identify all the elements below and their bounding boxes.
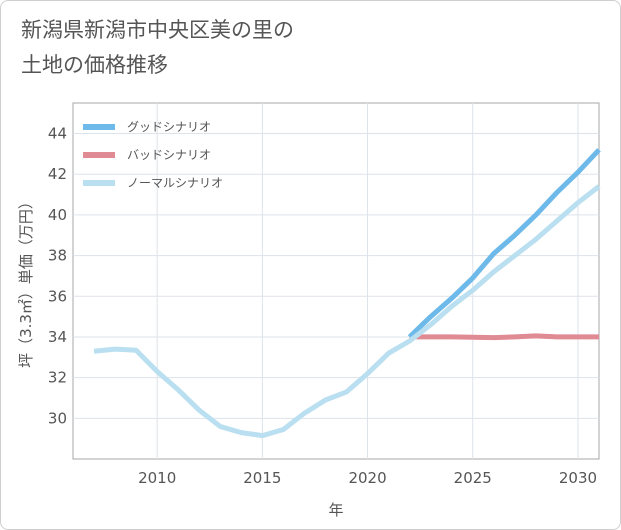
chart-title: 新潟県新潟市中央区美の里の 土地の価格推移 bbox=[21, 13, 294, 83]
y-tick-label-38: 38 bbox=[48, 247, 67, 265]
x-tick-label-2030: 2030 bbox=[559, 469, 597, 487]
y-tick-label-42: 42 bbox=[48, 165, 67, 183]
chart-title-line-2: 土地の価格推移 bbox=[21, 53, 168, 77]
plot-area bbox=[72, 102, 600, 460]
x-tick-label-2010: 2010 bbox=[138, 469, 176, 487]
y-tick-label-32: 32 bbox=[48, 369, 67, 387]
x-axis-title: 年 bbox=[328, 501, 343, 519]
y-tick-label-36: 36 bbox=[48, 287, 67, 305]
y-tick-label-44: 44 bbox=[48, 125, 67, 143]
chart-title-line-1: 新潟県新潟市中央区美の里の bbox=[21, 18, 294, 42]
series-layer bbox=[93, 148, 601, 439]
y-tick-label-40: 40 bbox=[48, 206, 67, 224]
y-tick-label-30: 30 bbox=[48, 409, 67, 427]
y-axis-ticks: 30 32 34 36 38 40 42 44 bbox=[48, 125, 67, 428]
legend-label-0: グッドシナリオ bbox=[127, 120, 211, 134]
x-tick-label-2020: 2020 bbox=[348, 469, 386, 487]
legend-label-2: ノーマルシナリオ bbox=[127, 176, 223, 190]
x-axis-ticks: 2010 2015 2020 2025 2030 bbox=[138, 469, 597, 487]
series-line-1 bbox=[409, 333, 599, 341]
y-axis-title: 坪（3.3㎡）単価（万円） bbox=[17, 194, 35, 368]
series-line-0 bbox=[407, 148, 601, 339]
x-tick-label-2015: 2015 bbox=[243, 469, 281, 487]
legend-label-1: バッドシナリオ bbox=[127, 148, 211, 162]
y-tick-label-34: 34 bbox=[48, 328, 67, 346]
x-tick-label-2025: 2025 bbox=[454, 469, 492, 487]
series-line-2 bbox=[93, 184, 601, 439]
